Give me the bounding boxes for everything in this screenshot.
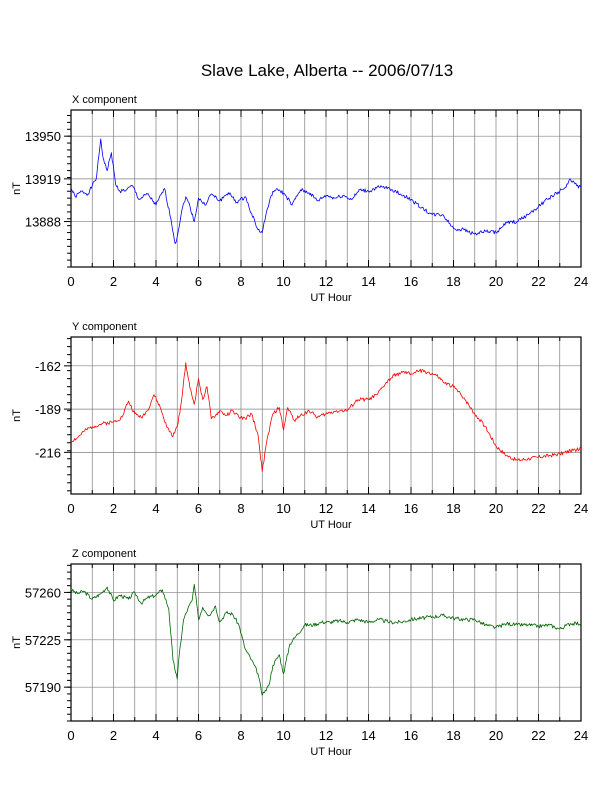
x-axis-label: UT Hour: [310, 746, 352, 758]
x-tick-label: 10: [276, 501, 290, 516]
y-tick-label: 13950: [25, 129, 61, 144]
x-tick-label: 8: [237, 501, 244, 516]
x-tick-label: 14: [361, 274, 375, 289]
x-tick-label: 2: [110, 501, 117, 516]
x-tick-label: 4: [152, 728, 159, 743]
panel-title: Z component: [72, 548, 136, 560]
x-tick-label: 6: [195, 728, 202, 743]
x-tick-label: 22: [531, 274, 545, 289]
x-axis-label: UT Hour: [310, 292, 352, 304]
y-tick-label: 57190: [25, 680, 61, 695]
series-line: [70, 583, 582, 696]
x-tick-label: 18: [446, 728, 460, 743]
y-tick-label: -162: [35, 359, 61, 374]
x-tick-label: 6: [195, 274, 202, 289]
x-tick-label: 10: [276, 274, 290, 289]
x-tick-label: 24: [574, 501, 588, 516]
x-tick-label: 20: [489, 501, 503, 516]
x-tick-label: 18: [446, 501, 460, 516]
y-tick-label: 57260: [25, 585, 61, 600]
y-tick-label: 13919: [25, 172, 61, 187]
x-tick-label: 0: [67, 501, 74, 516]
x-tick-label: 4: [152, 274, 159, 289]
x-tick-label: 20: [489, 274, 503, 289]
x-tick-label: 12: [319, 501, 333, 516]
x-tick-label: 2: [110, 274, 117, 289]
x-tick-label: 6: [195, 501, 202, 516]
x-tick-label: 0: [67, 728, 74, 743]
y-axis-label: nT: [11, 636, 23, 649]
x-tick-label: 20: [489, 728, 503, 743]
x-tick-label: 16: [404, 274, 418, 289]
x-tick-label: 8: [237, 274, 244, 289]
x-tick-label: 10: [276, 728, 290, 743]
y-tick-label: 13888: [25, 215, 61, 230]
x-tick-label: 4: [152, 501, 159, 516]
x-tick-label: 2: [110, 728, 117, 743]
figure-title: Slave Lake, Alberta -- 2006/07/13: [201, 61, 453, 80]
x-tick-label: 12: [319, 728, 333, 743]
series-line: [70, 362, 582, 472]
x-tick-label: 24: [574, 274, 588, 289]
y-axis-label: nT: [11, 182, 23, 195]
x-tick-label: 16: [404, 501, 418, 516]
y-tick-label: 57225: [25, 633, 61, 648]
y-axis-label: nT: [11, 409, 23, 422]
x-tick-label: 14: [361, 501, 375, 516]
panel-title: Y component: [72, 321, 137, 333]
panel-title: X component: [72, 94, 137, 106]
x-tick-label: 24: [574, 728, 588, 743]
x-tick-label: 22: [531, 501, 545, 516]
x-tick-label: 12: [319, 274, 333, 289]
x-tick-label: 18: [446, 274, 460, 289]
x-tick-label: 8: [237, 728, 244, 743]
x-axis-label: UT Hour: [310, 519, 352, 531]
x-tick-label: 0: [67, 274, 74, 289]
y-tick-label: -216: [35, 445, 61, 460]
series-line: [70, 138, 582, 244]
x-tick-label: 14: [361, 728, 375, 743]
x-tick-label: 22: [531, 728, 545, 743]
x-tick-label: 16: [404, 728, 418, 743]
y-tick-label: -189: [35, 402, 61, 417]
